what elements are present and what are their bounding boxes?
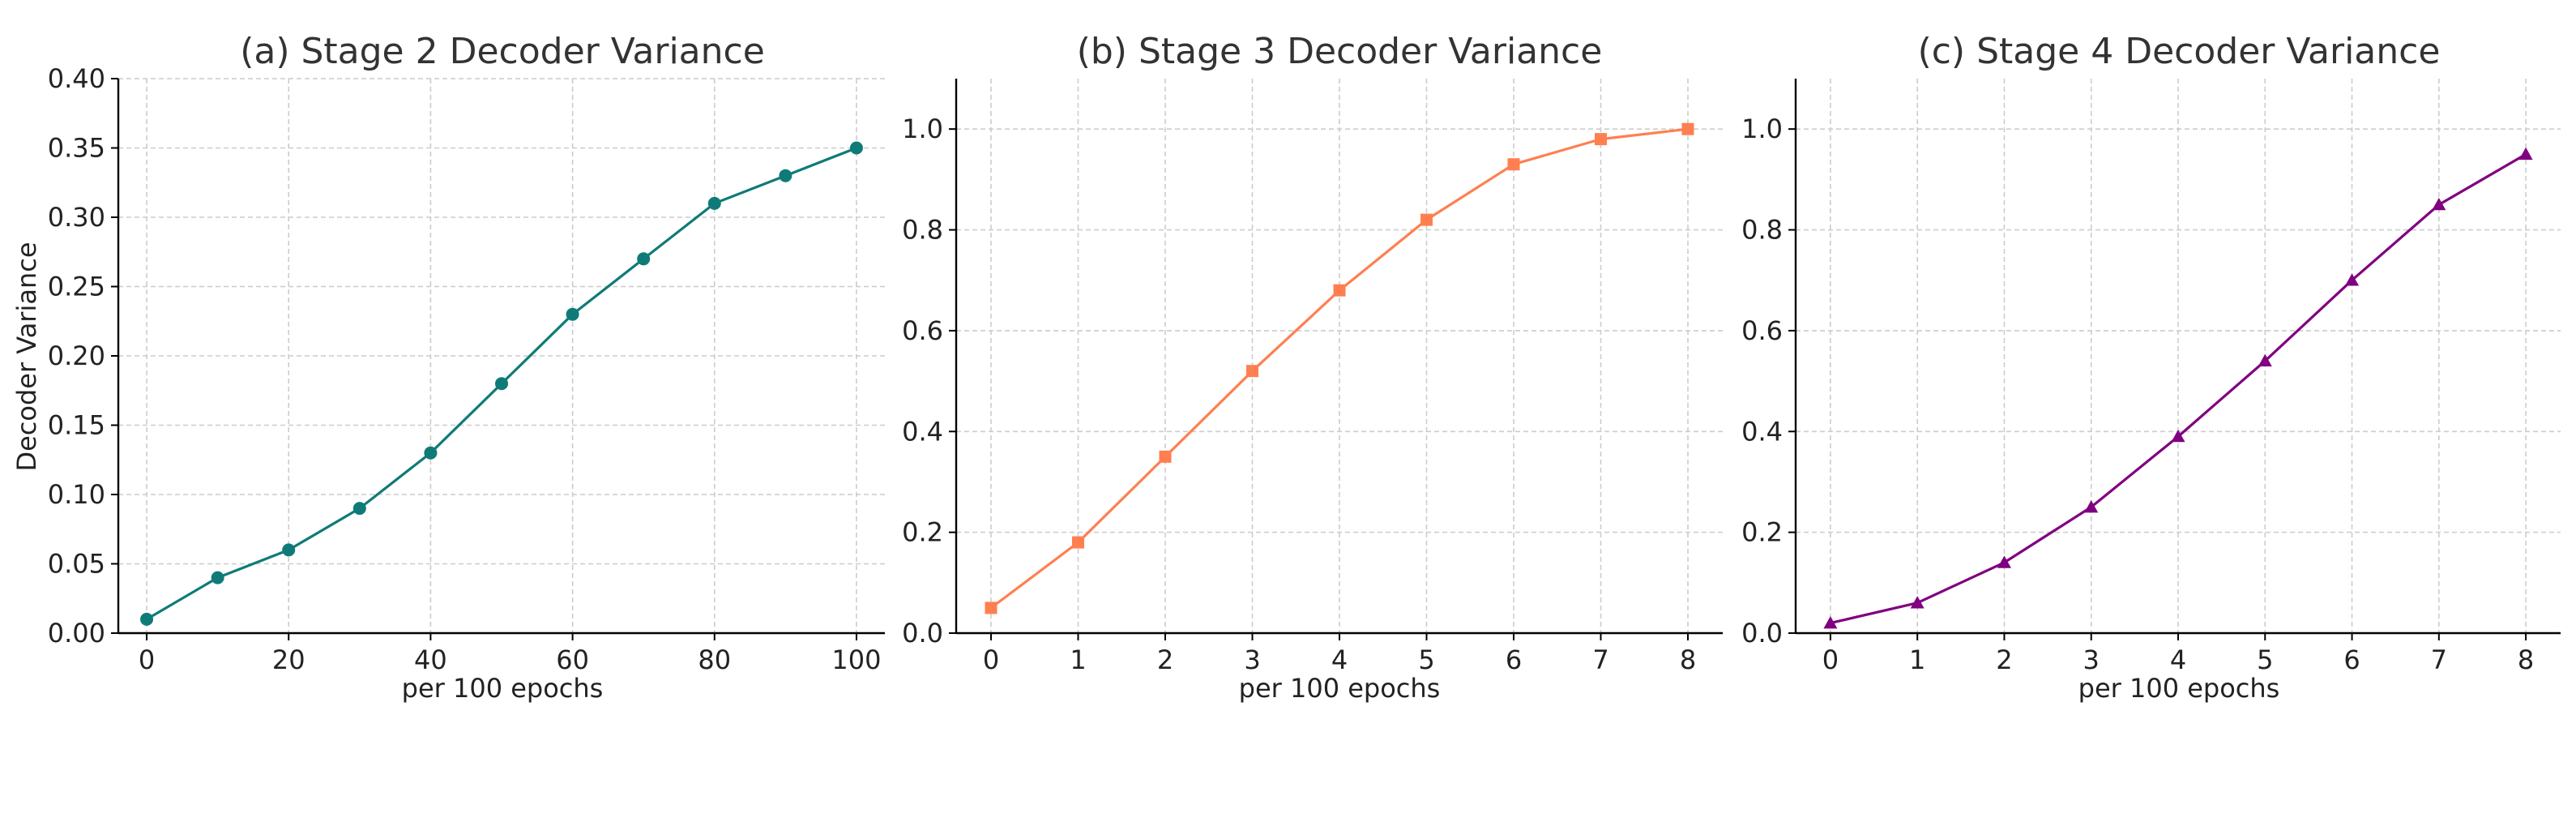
x-tick-label: 1 bbox=[1070, 644, 1086, 675]
data-point bbox=[1823, 616, 1838, 629]
x-tick-label: 40 bbox=[414, 644, 447, 675]
data-point bbox=[637, 252, 651, 266]
data-point bbox=[1420, 213, 1433, 226]
grid bbox=[956, 79, 1723, 634]
y-tick-label: 0.20 bbox=[48, 340, 105, 371]
data-point bbox=[1507, 158, 1520, 171]
y-tick-label: 0.35 bbox=[48, 133, 105, 164]
data-point bbox=[1681, 122, 1694, 135]
data-point bbox=[779, 169, 792, 182]
data-point bbox=[1246, 365, 1258, 378]
series bbox=[140, 141, 863, 626]
y-axis-label: Decoder Variance bbox=[11, 242, 42, 471]
x-axis-label: per 100 epochs bbox=[402, 673, 604, 704]
y-tick-label: 0.00 bbox=[48, 618, 105, 649]
data-point bbox=[495, 377, 508, 391]
data-point bbox=[2432, 197, 2446, 211]
grid bbox=[1796, 79, 2561, 634]
y-tick-label: 1.0 bbox=[902, 113, 943, 144]
x-tick-label: 100 bbox=[831, 644, 881, 675]
y-tick-label: 0.2 bbox=[902, 517, 943, 548]
y-tick-label: 0.6 bbox=[902, 315, 943, 346]
x-tick-label: 0 bbox=[139, 644, 155, 675]
x-tick-label: 4 bbox=[1331, 644, 1348, 675]
x-tick-label: 1 bbox=[1909, 644, 1925, 675]
y-tick-label: 0.30 bbox=[48, 202, 105, 233]
data-point bbox=[2258, 353, 2272, 367]
x-tick-label: 3 bbox=[1244, 644, 1260, 675]
x-tick-label: 8 bbox=[2518, 644, 2534, 675]
x-tick-label: 7 bbox=[2431, 644, 2447, 675]
data-point bbox=[211, 571, 224, 584]
panel-stage-4: (c) Stage 4 Decoder Variance per 100 epo… bbox=[1741, 31, 2561, 704]
grid bbox=[118, 78, 885, 634]
y-tick-label: 0.05 bbox=[48, 549, 105, 580]
y-tick-label: 0.6 bbox=[1741, 315, 1783, 346]
data-point bbox=[2084, 500, 2099, 513]
x-axis-label: per 100 epochs bbox=[1239, 673, 1441, 704]
data-point bbox=[566, 307, 579, 321]
data-point bbox=[1595, 133, 1607, 146]
data-point bbox=[424, 446, 438, 460]
y-tick-label: 0.25 bbox=[48, 272, 105, 302]
series bbox=[1823, 147, 2533, 629]
y-tick-label: 0.4 bbox=[902, 416, 943, 447]
chart-title: (a) Stage 2 Decoder Variance bbox=[240, 31, 765, 72]
data-point bbox=[282, 543, 296, 557]
data-point bbox=[140, 612, 154, 626]
x-tick-label: 4 bbox=[2170, 644, 2186, 675]
x-tick-label: 0 bbox=[983, 644, 999, 675]
panel-stage-3: (b) Stage 3 Decoder Variance per 100 epo… bbox=[902, 31, 1723, 704]
y-tick-label: 0.2 bbox=[1741, 517, 1783, 548]
x-tick-label: 5 bbox=[1418, 644, 1434, 675]
x-tick-label: 7 bbox=[1592, 644, 1608, 675]
y-tick-label: 0.4 bbox=[1741, 416, 1783, 447]
x-axis-label: per 100 epochs bbox=[2078, 673, 2280, 704]
data-point bbox=[1333, 284, 1346, 297]
y-tick-label: 0.0 bbox=[1741, 618, 1783, 649]
data-point bbox=[1159, 450, 1172, 463]
data-point bbox=[1997, 555, 2011, 568]
x-tick-label: 6 bbox=[1506, 644, 1522, 675]
data-point bbox=[2171, 429, 2185, 443]
x-tick-label: 2 bbox=[1157, 644, 1173, 675]
data-point bbox=[2518, 147, 2533, 161]
x-tick-label: 2 bbox=[1996, 644, 2012, 675]
chart-title: (b) Stage 3 Decoder Variance bbox=[1077, 31, 1603, 72]
x-tick-label: 0 bbox=[1822, 644, 1839, 675]
y-tick-label: 0.8 bbox=[1741, 215, 1783, 246]
x-tick-label: 5 bbox=[2257, 644, 2273, 675]
panel-stage-2: (a) Stage 2 Decoder Variance per 100 epo… bbox=[11, 31, 885, 704]
y-tick-label: 0.40 bbox=[48, 63, 105, 94]
data-point bbox=[707, 196, 721, 210]
series bbox=[985, 122, 1694, 614]
chart-title: (c) Stage 4 Decoder Variance bbox=[1918, 31, 2441, 72]
x-tick-label: 20 bbox=[272, 644, 305, 675]
y-tick-label: 1.0 bbox=[1741, 113, 1783, 144]
x-tick-label: 6 bbox=[2343, 644, 2360, 675]
x-tick-label: 60 bbox=[556, 644, 589, 675]
x-tick-label: 80 bbox=[698, 644, 731, 675]
y-tick-label: 0.8 bbox=[902, 215, 943, 246]
data-point bbox=[352, 502, 366, 516]
x-tick-label: 8 bbox=[1680, 644, 1696, 675]
x-tick-label: 3 bbox=[2083, 644, 2100, 675]
y-tick-label: 0.0 bbox=[902, 618, 943, 649]
y-tick-label: 0.10 bbox=[48, 479, 105, 510]
data-point bbox=[2345, 273, 2360, 286]
data-point bbox=[1072, 536, 1084, 549]
data-point bbox=[1910, 596, 1925, 609]
y-tick-label: 0.15 bbox=[48, 410, 105, 441]
data-point bbox=[985, 602, 998, 614]
data-point bbox=[849, 141, 863, 155]
